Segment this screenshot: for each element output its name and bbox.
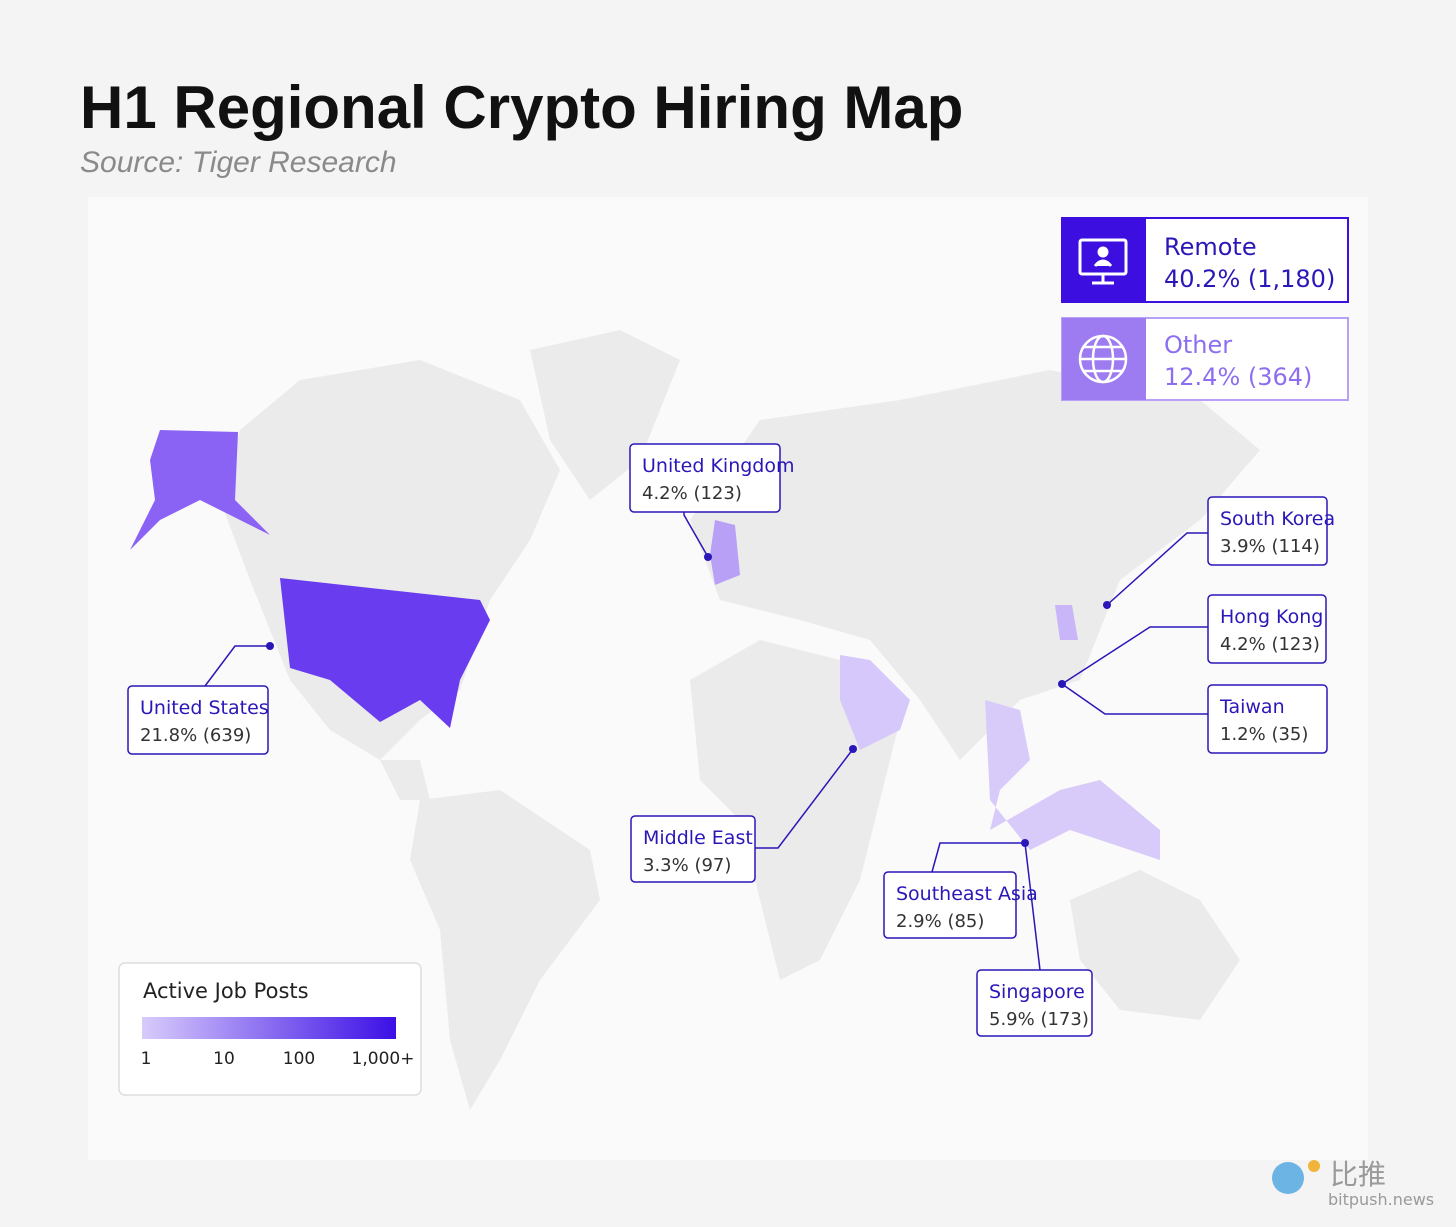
dot xyxy=(266,642,274,650)
legend-tick: 10 xyxy=(213,1049,235,1069)
callout-name: Singapore xyxy=(989,981,1085,1003)
callout-value: 1.2% (35) xyxy=(1220,724,1308,745)
other-value: 12.4% (364) xyxy=(1164,363,1312,391)
dot xyxy=(1021,839,1029,847)
callout-name: South Korea xyxy=(1220,508,1335,530)
legend-tick: 1,000+ xyxy=(352,1049,415,1069)
callout-value: 5.9% (173) xyxy=(989,1009,1089,1030)
watermark-logo xyxy=(1272,1162,1304,1194)
leader-line xyxy=(931,842,1025,873)
callout-name: United States xyxy=(140,697,269,719)
remote-value: 40.2% (1,180) xyxy=(1164,265,1335,293)
watermark-brand: 比推 xyxy=(1330,1158,1386,1191)
callout-box xyxy=(127,685,269,755)
dot xyxy=(849,745,857,753)
callout-box xyxy=(976,969,1093,1037)
callout-value: 21.8% (639) xyxy=(140,725,251,746)
legend-title: Active Job Posts xyxy=(143,979,309,1003)
legend-tick: 100 xyxy=(283,1049,315,1069)
region-southeast-asia xyxy=(985,700,1160,860)
callout-name: Middle East xyxy=(643,827,753,849)
watermark-site: bitpush.news xyxy=(1328,1190,1434,1209)
leader-line xyxy=(683,512,709,558)
callouts: United Kingdom 4.2% (123) United States 21.… xyxy=(127,443,1335,1037)
leader-line xyxy=(1061,683,1208,715)
remote-label: Remote xyxy=(1164,233,1257,261)
legend-gradient xyxy=(142,1017,396,1039)
callout-value: 3.3% (97) xyxy=(643,855,731,876)
callout-name: Southeast Asia xyxy=(896,883,1038,905)
other-label: Other xyxy=(1164,331,1232,359)
leader-line xyxy=(204,645,270,687)
australia xyxy=(1070,870,1240,1020)
leader-line xyxy=(1106,532,1208,606)
monitor-icon xyxy=(1078,238,1128,285)
source: Source: Tiger Research xyxy=(80,146,397,179)
region-middle-east xyxy=(840,655,910,750)
dot xyxy=(1103,601,1111,609)
callout-box xyxy=(1207,594,1327,664)
region-united-kingdom xyxy=(710,520,740,585)
callout-name: Taiwan xyxy=(1219,696,1285,718)
callout-name: United Kingdom xyxy=(642,455,795,477)
leader-line xyxy=(1061,626,1208,685)
callout-value: 4.2% (123) xyxy=(642,483,742,504)
callout-value: 3.9% (114) xyxy=(1220,536,1320,557)
leader-line xyxy=(1024,842,1041,971)
south-america xyxy=(410,790,600,1110)
title: H1 Regional Crypto Hiring Map xyxy=(80,74,963,141)
africa xyxy=(690,640,900,980)
callout-name: Hong Kong xyxy=(1220,606,1323,628)
leader-line xyxy=(755,748,854,849)
region-alaska xyxy=(130,430,270,550)
callout-box xyxy=(1207,496,1328,566)
legend-tick: 1 xyxy=(141,1049,152,1069)
eurasia xyxy=(690,370,1260,760)
globe-icon xyxy=(1078,334,1128,384)
region-south-korea xyxy=(1055,605,1078,640)
dot xyxy=(1058,680,1066,688)
leader-lines xyxy=(204,512,1208,971)
watermark-coin xyxy=(1308,1160,1320,1172)
callout-value: 4.2% (123) xyxy=(1220,634,1320,655)
central-america xyxy=(380,760,430,800)
callout-box xyxy=(1207,684,1328,754)
callout-value: 2.9% (85) xyxy=(896,911,984,932)
dots xyxy=(266,553,1111,847)
callout-box xyxy=(630,815,756,883)
dot xyxy=(704,553,712,561)
region-united-states xyxy=(280,578,490,728)
callout-box xyxy=(629,443,781,513)
callout-box xyxy=(883,871,1017,939)
greenland xyxy=(530,330,680,500)
continents xyxy=(220,330,1260,1110)
